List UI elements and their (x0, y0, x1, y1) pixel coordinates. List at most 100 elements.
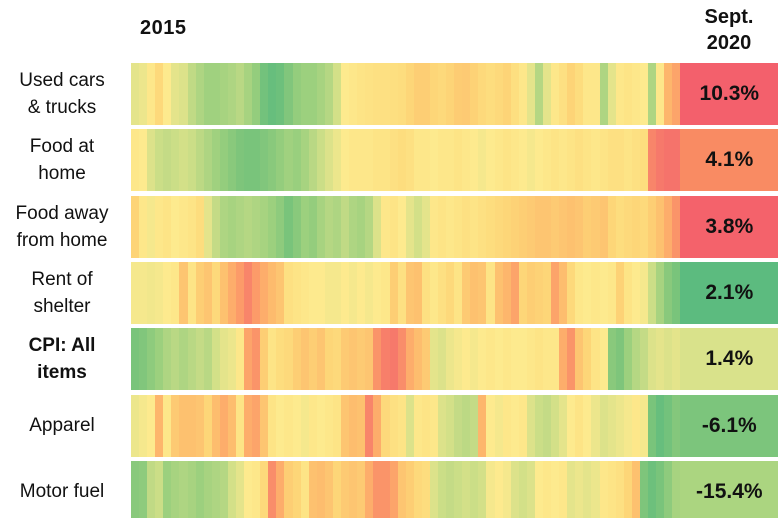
heatmap-cell (195, 261, 204, 324)
heatmap-cell (244, 129, 253, 192)
heatmap-row: CPI: All items 1.4% (0, 328, 778, 391)
heatmap-cell (373, 195, 382, 258)
heatmap-cell (413, 394, 422, 457)
heatmap-cell (470, 63, 479, 125)
heatmap-cell (171, 328, 180, 391)
heatmap-cell (502, 394, 511, 457)
heatmap-cell (534, 129, 543, 192)
heatmap-cell (478, 129, 487, 192)
heatmap-cell (365, 394, 374, 457)
heatmap-cell (171, 63, 180, 125)
heatmap-cell (179, 129, 188, 192)
heatmap-cell (195, 394, 204, 457)
heatmap-cell (147, 129, 156, 192)
heatmap-cell (486, 460, 495, 518)
heatmap-cell (397, 195, 406, 258)
heatmap-cell (502, 261, 511, 324)
heatmap-cell (470, 328, 479, 391)
heatmap-cell (542, 460, 552, 518)
heatmap-cell (341, 394, 350, 457)
heatmap-cell (349, 261, 358, 324)
heatmap-cell (357, 394, 366, 457)
heatmap-cell (147, 63, 156, 125)
heatmap-cell (308, 394, 317, 457)
heatmap-cell (195, 460, 204, 518)
heatmap-cell (494, 129, 503, 192)
heatmap-cell (187, 261, 196, 324)
heatmap-cell (510, 63, 519, 125)
heatmap-cell (260, 328, 269, 391)
heatmap-cell (518, 394, 527, 457)
heatmap-cell (244, 63, 253, 125)
heatmap-cell (300, 328, 309, 391)
heatmap-cell (397, 460, 406, 518)
heatmap-cell (373, 63, 382, 125)
heatmap-cell (648, 195, 657, 258)
heatmap-cell (664, 195, 673, 258)
heatmap-cell (244, 261, 253, 324)
heatmap-cell (639, 460, 648, 518)
heatmap-cell (405, 328, 414, 391)
heatmap-cell (236, 328, 245, 391)
heatmap-cell (341, 129, 350, 192)
heatmap-cell (486, 328, 495, 391)
heatmap-cell (648, 129, 657, 192)
heatmap-cell (429, 394, 438, 457)
heatmap-cell (639, 195, 648, 258)
heatmap-cell (211, 261, 220, 324)
heatmap-cell (478, 63, 487, 125)
heatmap-cell (567, 63, 576, 125)
heatmap-cell (526, 63, 535, 125)
heatmap-cell (639, 394, 648, 457)
heatmap-cell (349, 460, 358, 518)
heatmap-cell (486, 129, 495, 192)
heatmap-cell (639, 63, 648, 125)
heatmap-cell (534, 460, 543, 518)
heatmap-cell (413, 195, 422, 258)
heatmap-cell (381, 129, 390, 192)
heatmap-cell (413, 261, 422, 324)
heatmap-cell (324, 195, 333, 258)
heatmap-cell (631, 394, 640, 457)
heatmap-row: Motor fuel -15.4% (0, 460, 778, 518)
heatmap-cell (397, 63, 406, 125)
heatmap-cell (437, 328, 447, 391)
heatmap-cell (429, 460, 438, 518)
heatmap-cell (664, 129, 673, 192)
heatmap-cell (349, 63, 358, 125)
heatmap-cell (413, 63, 422, 125)
heatmap-cell (300, 63, 309, 125)
heatmap-cell (656, 63, 665, 125)
heatmap-cell (567, 394, 576, 457)
heatmap-cell (276, 261, 285, 324)
heatmap-cell (421, 129, 430, 192)
heatmap-cell (139, 63, 148, 125)
heatmap-cell (260, 460, 269, 518)
heatmap-cell (421, 460, 430, 518)
heatmap-cell (381, 63, 390, 125)
heatmap-cell (227, 394, 237, 457)
heatmap-cell (284, 328, 293, 391)
heatmap-cell (559, 261, 568, 324)
heatmap-cell (276, 63, 285, 125)
heatmap-cell (268, 63, 277, 125)
heatmap-cell (236, 394, 245, 457)
heatmap-cell (599, 195, 608, 258)
sept-value-cell: 2.1% (680, 261, 778, 324)
heatmap-cell (656, 394, 665, 457)
heatmap-cell (211, 63, 220, 125)
sept-value-cell: -15.4% (680, 460, 778, 518)
heatmap-cell (583, 394, 592, 457)
heatmap-cell (219, 394, 228, 457)
heatmap-cell (672, 460, 681, 518)
heatmap-cell (252, 129, 261, 192)
heatmap-cell (607, 195, 616, 258)
heatmap-cell (591, 328, 600, 391)
heatmap-cell (308, 261, 317, 324)
heatmap-cell (413, 129, 422, 192)
heatmap-cell (357, 63, 366, 125)
heatmap-cell (502, 63, 511, 125)
heatmap-cell (284, 195, 293, 258)
heatmap-cell (437, 460, 447, 518)
heatmap-cell (389, 261, 398, 324)
